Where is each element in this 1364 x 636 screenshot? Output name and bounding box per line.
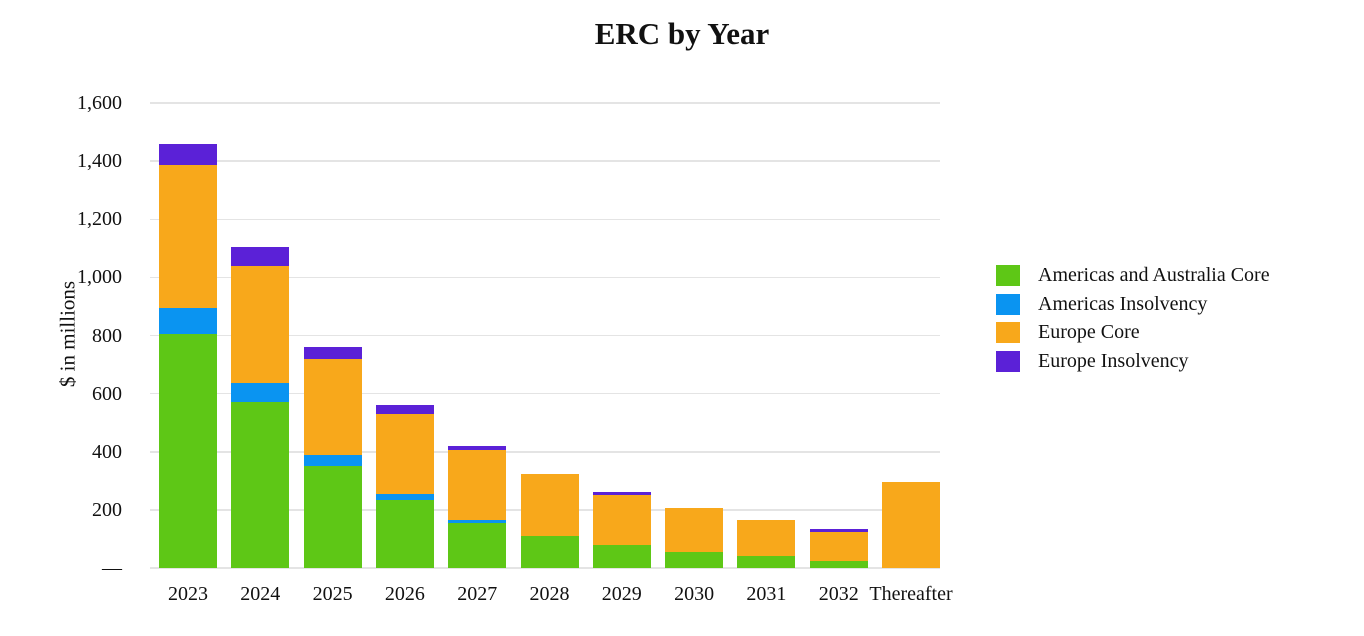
bar-2026 <box>375 103 434 568</box>
bar-2025 <box>303 103 362 568</box>
y-tick-label-600: 600 <box>92 382 122 405</box>
legend-item-americas-insolvency: Americas Insolvency <box>996 292 1270 315</box>
bar-segment-americas-and-australia-core-2023 <box>159 334 217 568</box>
bar-segment-americas-insolvency-2026 <box>375 493 434 500</box>
bar-segment-europe-core-2027 <box>448 450 507 521</box>
bar-segment-europe-core-2023 <box>159 165 217 308</box>
bar-thereafter <box>882 103 940 568</box>
y-tick-label-1000: 1,000 <box>77 266 122 289</box>
x-tick-label-2027: 2027 <box>457 583 498 605</box>
y-tick-label-800: 800 <box>92 324 122 347</box>
gridline-1600 <box>150 102 940 104</box>
bar-segment-americas-insolvency-2024 <box>231 383 290 403</box>
bar-segment-europe-insolvency-2032 <box>809 528 868 532</box>
gridline-1400 <box>150 160 940 162</box>
bar-segment-americas-and-australia-core-2031 <box>737 556 796 568</box>
bar-segment-europe-insolvency-2025 <box>303 347 362 359</box>
bar-segment-americas-and-australia-core-2028 <box>520 536 579 568</box>
bar-segment-europe-core-thereafter <box>882 482 940 568</box>
bar-2024 <box>231 103 290 568</box>
bar-segment-europe-core-2031 <box>737 520 796 557</box>
bar-2031 <box>737 103 796 568</box>
bar-segment-europe-core-2029 <box>592 495 651 545</box>
legend-item-americas-and-australia-core: Americas and Australia Core <box>996 265 1270 286</box>
bar-segment-americas-insolvency-2025 <box>303 454 362 467</box>
y-tick-label-200: 200 <box>92 498 122 521</box>
bar-segment-europe-core-2030 <box>665 508 724 553</box>
bar-segment-europe-insolvency-2023 <box>159 143 217 166</box>
bar-segment-europe-core-2026 <box>375 413 434 494</box>
bar-segment-europe-core-2032 <box>809 531 868 561</box>
legend-label-europe-core: Europe Core <box>1038 321 1140 343</box>
y-axis-ticks: — 200 400 600 800 1,000 1,200 1,400 1,600 <box>0 92 122 579</box>
bar-segment-europe-core-2024 <box>231 265 290 384</box>
gridline-0 <box>150 567 940 569</box>
x-tick-label-2029: 2029 <box>601 583 642 605</box>
bar-segment-americas-insolvency-2027 <box>448 520 507 523</box>
x-tick-label-2031: 2031 <box>746 583 787 605</box>
bar-2023 <box>159 103 217 568</box>
bar-segment-americas-and-australia-core-2027 <box>448 522 507 568</box>
x-tick-label-2032: 2032 <box>818 583 859 605</box>
y-tick-label-1600: 1,600 <box>77 92 122 114</box>
gridline-1200 <box>150 218 940 220</box>
bar-2028 <box>520 103 579 568</box>
legend-item-europe-core: Europe Core <box>996 322 1270 343</box>
bar-segment-europe-insolvency-2024 <box>231 246 290 266</box>
x-axis-labels: 2023 2024 2025 2026 2027 2028 2029 2030 2031 2032… <box>0 583 1364 609</box>
bar-segment-europe-core-2028 <box>520 473 579 537</box>
y-tick-label-1200: 1,200 <box>77 208 122 231</box>
x-tick-label-2026: 2026 <box>384 583 425 605</box>
bar-segment-europe-insolvency-2027 <box>448 445 507 451</box>
bar-segment-americas-and-australia-core-2024 <box>231 402 290 568</box>
bar-segment-americas-and-australia-core-2029 <box>592 544 651 568</box>
legend-label-americas-insolvency: Americas Insolvency <box>1038 292 1208 315</box>
bar-2027 <box>448 103 507 568</box>
gridline-1000 <box>150 276 940 279</box>
gridline-800 <box>150 334 940 337</box>
x-tick-label-thereafter: Thereafter <box>869 583 953 605</box>
x-tick-label-2028: 2028 <box>529 583 570 605</box>
x-tick-label-2023: 2023 <box>168 583 208 605</box>
bar-segment-europe-insolvency-2026 <box>375 405 434 414</box>
y-tick-label-400: 400 <box>92 440 122 463</box>
legend: Americas and Australia Core Americas Inso… <box>996 265 1270 379</box>
y-tick-label-0: — <box>102 557 122 579</box>
x-tick-label-2025: 2025 <box>312 583 353 605</box>
legend-swatch-americas-and-australia-core-icon <box>996 265 1020 286</box>
legend-swatch-europe-core-icon <box>996 322 1020 343</box>
legend-swatch-americas-insolvency-icon <box>996 293 1020 315</box>
bar-2029 <box>592 103 651 568</box>
legend-label-europe-insolvency: Europe Insolvency <box>1038 349 1189 372</box>
x-tick-label-2024: 2024 <box>240 583 281 605</box>
gridline-600 <box>150 392 940 395</box>
plot-area <box>150 102 940 569</box>
legend-swatch-europe-insolvency-icon <box>996 350 1020 372</box>
bar-segment-americas-and-australia-core-2025 <box>303 466 362 568</box>
x-tick-label-2030: 2030 <box>674 583 715 605</box>
bar-2030 <box>665 103 724 568</box>
bar-segment-americas-and-australia-core-2026 <box>375 499 434 568</box>
bar-segment-americas-and-australia-core-2030 <box>665 552 724 568</box>
bar-segment-americas-and-australia-core-2032 <box>809 560 868 568</box>
legend-item-europe-insolvency: Europe Insolvency <box>996 349 1270 372</box>
legend-label-americas-and-australia-core: Americas and Australia Core <box>1038 264 1270 286</box>
chart-title: ERC by Year <box>594 16 770 51</box>
gridline-400 <box>150 451 940 453</box>
bar-segment-americas-insolvency-2023 <box>159 307 217 335</box>
bar-2032 <box>809 103 868 568</box>
y-tick-label-1400: 1,400 <box>77 150 122 173</box>
bar-segment-europe-insolvency-2029 <box>592 492 651 496</box>
bar-segment-europe-core-2025 <box>303 358 362 455</box>
